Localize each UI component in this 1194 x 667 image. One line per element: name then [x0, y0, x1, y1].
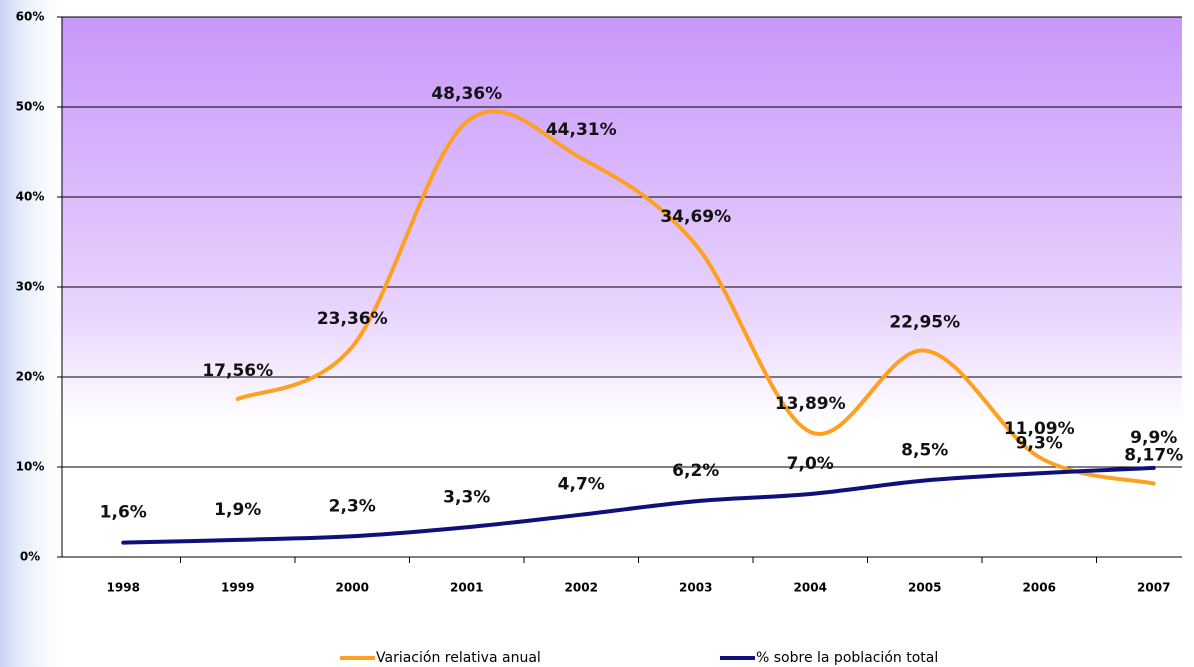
value-label: 1,6%	[100, 503, 147, 523]
value-label: 3,3%	[443, 487, 490, 507]
x-tick-label: 2003	[679, 581, 712, 595]
value-label: 1,9%	[214, 500, 261, 520]
value-label: 7,0%	[787, 454, 834, 474]
value-label: 8,5%	[901, 441, 948, 461]
side-shade	[0, 0, 70, 667]
value-label: 11,09%	[1004, 419, 1075, 439]
value-label: 23,36%	[317, 309, 388, 329]
x-tick-label: 1998	[107, 581, 140, 595]
y-tick-label: 10%	[16, 460, 45, 474]
value-label: 17,56%	[202, 361, 273, 381]
x-tick-label: 2001	[450, 581, 483, 595]
value-label: 8,17%	[1124, 445, 1183, 465]
value-label: 22,95%	[889, 312, 960, 332]
x-tick-label: 2006	[1023, 581, 1056, 595]
value-label: 9,9%	[1130, 428, 1177, 448]
value-label: 4,7%	[558, 475, 605, 495]
y-tick-label: 60%	[16, 10, 45, 24]
series-line	[121, 465, 1156, 545]
value-label: 2,3%	[329, 496, 376, 516]
x-tick-label: 2002	[565, 581, 598, 595]
y-tick-label: 50%	[16, 100, 45, 114]
x-tick-label: 2004	[794, 581, 827, 595]
value-label: 9,3%	[1016, 433, 1063, 453]
x-tick-label: 2005	[908, 581, 941, 595]
x-tick-label: 2007	[1137, 581, 1170, 595]
value-label: 13,89%	[775, 394, 846, 414]
y-tick-label: 20%	[16, 370, 45, 384]
legend-label: Variación relativa anual	[376, 650, 541, 666]
series-line	[235, 109, 1156, 486]
value-label: 44,31%	[546, 120, 617, 140]
value-label: 6,2%	[672, 461, 719, 481]
y-tick-label: 40%	[16, 190, 45, 204]
value-label: 48,36%	[431, 84, 502, 104]
x-tick-label: 2000	[336, 581, 369, 595]
y-tick-label: 0%	[20, 550, 40, 564]
value-label: 34,69%	[660, 207, 731, 227]
legend-label: % sobre la población total	[756, 650, 938, 666]
x-tick-label: 1999	[221, 581, 254, 595]
y-tick-label: 30%	[16, 280, 45, 294]
